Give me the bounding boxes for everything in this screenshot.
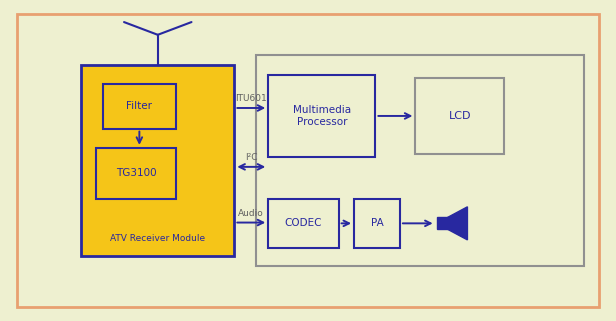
- Text: I²C: I²C: [245, 153, 257, 162]
- Text: PA: PA: [371, 218, 383, 228]
- Bar: [268, 199, 339, 248]
- Text: ATV Receiver Module: ATV Receiver Module: [110, 234, 205, 243]
- Bar: [256, 56, 584, 265]
- Bar: [81, 65, 235, 256]
- Text: Multimedia
Processor: Multimedia Processor: [293, 105, 351, 127]
- Text: Filter: Filter: [126, 101, 152, 111]
- Text: Audio: Audio: [238, 209, 264, 218]
- Bar: [97, 148, 176, 199]
- Bar: [354, 199, 400, 248]
- Polygon shape: [448, 207, 468, 240]
- Bar: [268, 74, 376, 157]
- Text: LCD: LCD: [448, 111, 471, 121]
- Polygon shape: [437, 217, 448, 230]
- Text: TG3100: TG3100: [116, 168, 156, 178]
- Text: ITU601: ITU601: [235, 94, 267, 103]
- Bar: [415, 78, 505, 154]
- Text: CODEC: CODEC: [285, 218, 322, 228]
- Bar: [103, 84, 176, 129]
